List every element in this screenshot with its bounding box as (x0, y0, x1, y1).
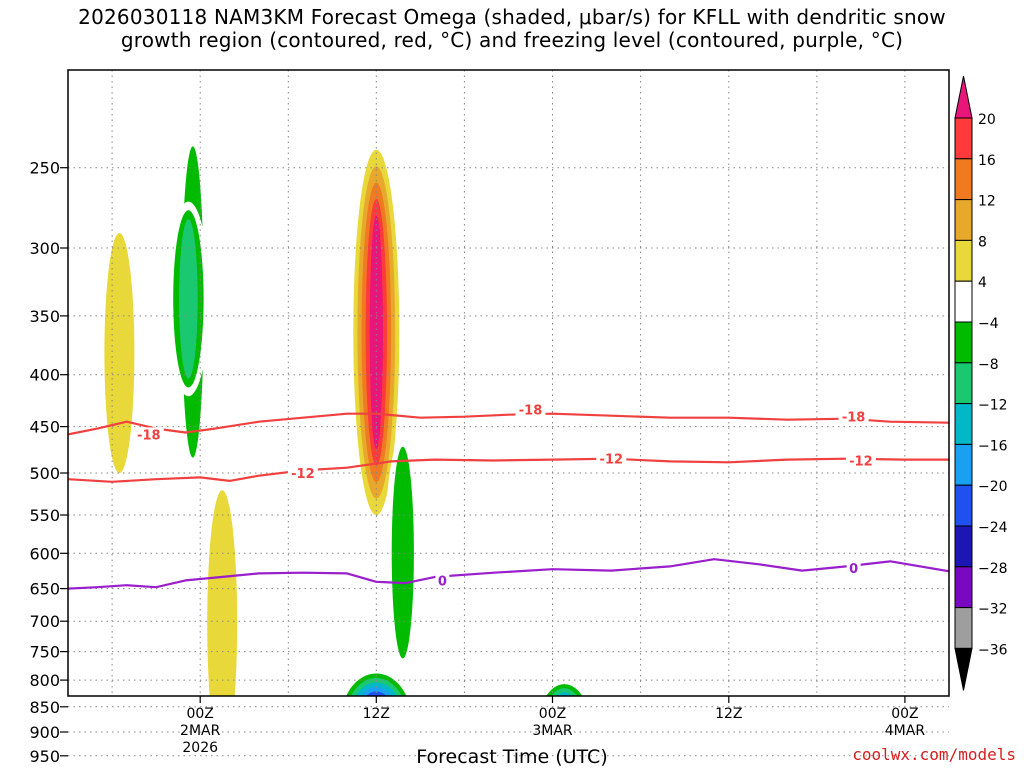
colorbar-label-11: −24 (978, 520, 1008, 536)
colorbar-bottom-arrow (954, 647, 973, 691)
colorbar-box-9 (954, 443, 973, 486)
contour-label-bg-7 (846, 560, 861, 575)
contour-label-dendritic-minus18: -18 (137, 428, 161, 443)
freezing-0-contour (68, 558, 949, 590)
contour-label-layer: -18 -18 -18 -12 -12 -12 0 0 (133, 402, 876, 589)
plot-frame (67, 69, 950, 697)
y-tick-label-950: 950 (29, 747, 60, 766)
x-tick-label-2-2: 3MAR (532, 723, 573, 739)
colorbar-label-4: 8 (978, 234, 987, 250)
y-tick-label-500: 500 (29, 464, 60, 483)
y-axis: 250 300 350 400 450 500 550 600 650 700 750 800 850 9… (29, 159, 68, 766)
contour-label-bg-4 (596, 451, 627, 466)
colorbar-label-12: −28 (978, 561, 1008, 577)
dendritic-minus12-contour (68, 457, 949, 483)
colorbar-label-8: −12 (978, 398, 1008, 414)
rising-column-12z-upper-band-2 (391, 446, 414, 659)
rising-column-2mar-inner-band-3 (179, 219, 198, 379)
y-tick-label-850: 850 (29, 698, 60, 717)
rising-core-12z-low-band-6 (366, 691, 387, 696)
colorbar-box-6 (954, 321, 973, 364)
colorbar-box-1 (954, 117, 973, 160)
y-tick-label-550: 550 (29, 506, 60, 525)
colorbar-box-3 (954, 199, 973, 241)
x-tick-label-4-2: 4MAR (885, 723, 926, 739)
colorbar-label-5: 4 (978, 275, 987, 291)
dendritic-minus18-contour (68, 412, 949, 436)
contour-label-bg-5 (845, 453, 876, 468)
colorbar: 20 16 12 8 4 −4 −8 −12 −16 −20 −24 −28 −32 −36 (954, 75, 1008, 691)
colorbar-label-3: 12 (978, 194, 996, 210)
y-tick-label-450: 450 (29, 418, 60, 437)
colorbar-box-11 (954, 525, 973, 568)
omega-shading-layer (104, 131, 588, 696)
colorbar-label-14: −36 (978, 642, 1008, 658)
colorbar-box-13 (954, 607, 973, 649)
colorbar-box-8 (954, 403, 973, 445)
y-tick-label-600: 600 (29, 544, 60, 563)
colorbar-box-12 (954, 566, 973, 609)
rising-cell-3mar-band-3 (551, 688, 578, 696)
x-tick-label-1-1: 12Z (363, 706, 390, 722)
contour-label-bg-0 (133, 427, 164, 442)
sinking-core-12z-band-5 (369, 215, 383, 450)
contour-label-freezing-0: 0 (849, 562, 858, 577)
sinking-strip-west-band-1 (104, 233, 135, 474)
colorbar-box-5 (954, 280, 973, 323)
colorbar-top-arrow (954, 75, 973, 119)
contour-layer (68, 412, 949, 590)
contour-label-bg-3 (287, 466, 318, 480)
y-tick-label-650: 650 (29, 580, 60, 599)
colorbar-label-1: 20 (978, 112, 996, 128)
y-tick-label-350: 350 (29, 307, 60, 326)
colorbar-label-9: −16 (978, 438, 1008, 454)
contour-label-dendritic-minus18: -18 (519, 404, 543, 419)
colorbar-label-7: −8 (978, 357, 999, 373)
x-tick-label-0-2: 2MAR (180, 723, 221, 739)
chart-title: 2026030118 NAM3KM Forecast Omega (shaded… (0, 6, 1024, 52)
grid-layer (68, 70, 949, 757)
x-tick-label-0-3: 2026 (182, 740, 218, 756)
colorbar-label-6: −4 (978, 316, 999, 332)
y-tick-label-300: 300 (29, 239, 60, 258)
x-axis-label: Forecast Time (UTC) (416, 746, 608, 768)
contour-label-dendritic-minus18: -18 (842, 411, 866, 426)
contour-label-bg-6 (435, 573, 450, 588)
contour-label-dendritic-minus12: -12 (291, 467, 315, 482)
y-tick-label-700: 700 (29, 612, 60, 631)
y-tick-label-750: 750 (29, 643, 60, 662)
y-tick-label-900: 900 (29, 723, 60, 742)
colorbar-label-13: −32 (978, 602, 1008, 618)
x-tick-label-2-1: 00Z (539, 706, 566, 722)
contour-label-bg-1 (515, 402, 546, 417)
title-line-1: 2026030118 NAM3KM Forecast Omega (shaded… (78, 5, 946, 29)
x-tick-label-4-1: 00Z (891, 706, 918, 722)
y-tick-label-400: 400 (29, 366, 60, 385)
title-line-2: growth region (contoured, red, °C) and f… (120, 28, 904, 52)
colorbar-box-4 (954, 239, 973, 282)
contour-label-freezing-0: 0 (438, 574, 447, 589)
colorbar-label-2: 16 (978, 153, 996, 169)
colorbar-box-10 (954, 484, 973, 527)
colorbar-box-2 (954, 158, 973, 201)
contour-label-dendritic-minus12: -12 (849, 455, 873, 470)
y-tick-label-250: 250 (29, 159, 60, 178)
y-tick-label-800: 800 (29, 671, 60, 690)
sinking-strip-2mar-band-1 (207, 490, 238, 696)
colorbar-box-7 (954, 362, 973, 405)
colorbar-label-10: −20 (978, 479, 1008, 495)
watermark[interactable]: coolwx.com/models (852, 745, 1016, 764)
contour-label-bg-2 (838, 409, 869, 424)
x-tick-label-0-1: 00Z (186, 706, 213, 722)
rising-cell-3mar-band-4 (556, 692, 572, 696)
contour-label-dendritic-minus12: -12 (600, 453, 624, 468)
x-tick-label-3-1: 12Z (715, 706, 742, 722)
